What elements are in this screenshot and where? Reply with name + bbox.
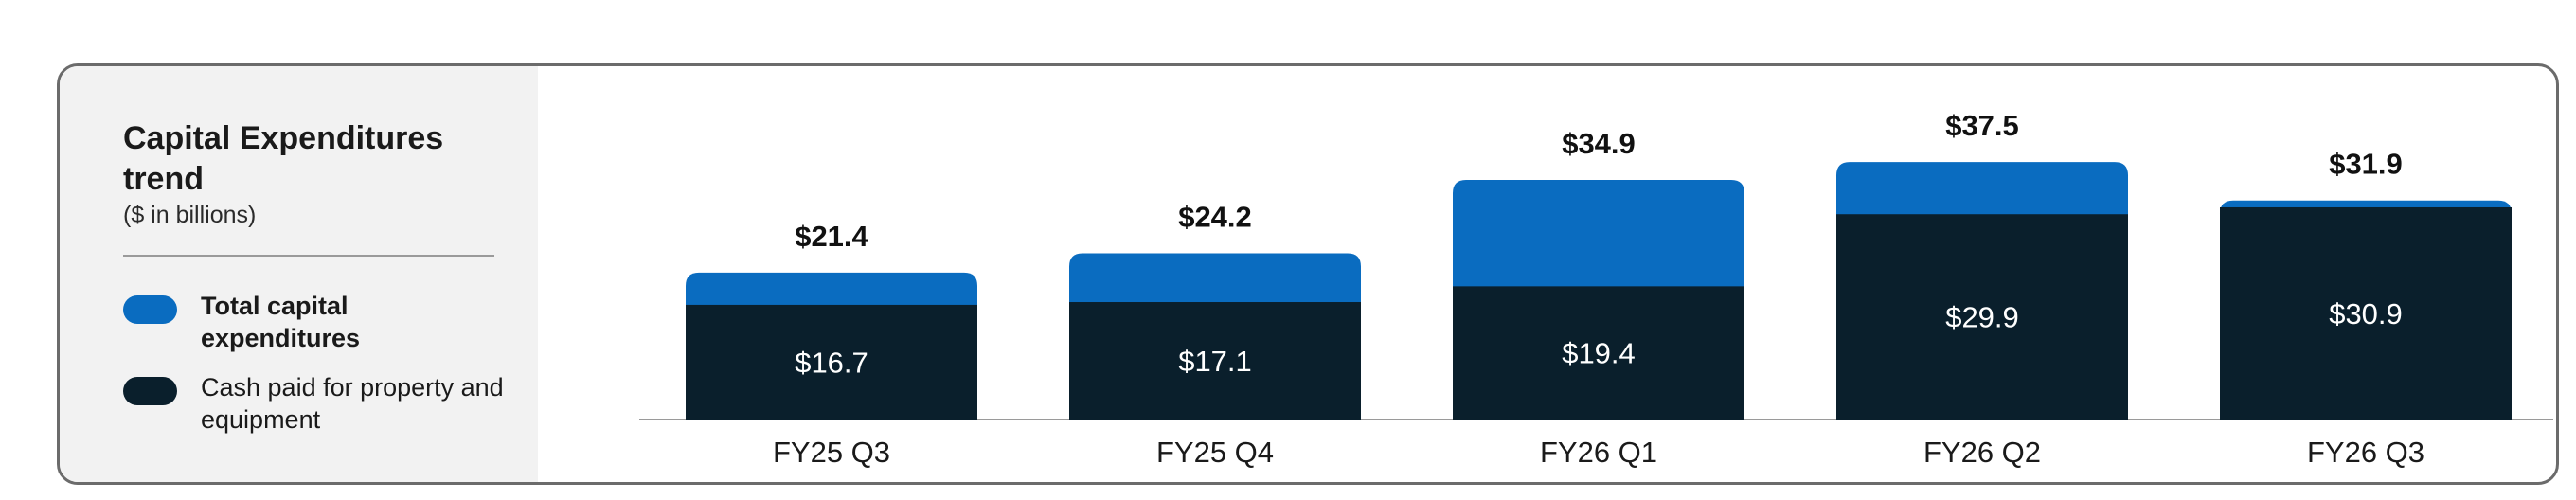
data-label-cash-paid-1: $17.1 xyxy=(1178,345,1252,378)
chart-title: Capital Expenditures trend xyxy=(123,120,444,197)
data-label-cash-paid-4: $30.9 xyxy=(2329,297,2403,330)
x-tick-label-4: FY26 Q3 xyxy=(2307,436,2424,469)
data-label-total-capex-0: $21.4 xyxy=(795,220,868,253)
legend-item-total-capex: Total capital expenditures xyxy=(123,290,521,356)
data-label-total-capex-2: $34.9 xyxy=(1562,127,1636,160)
bar-cash-paid-1 xyxy=(1069,302,1361,420)
legend-swatch-total-capex xyxy=(123,295,177,324)
legend-item-cash-paid: Cash paid for property and equipment xyxy=(123,371,521,438)
bar-cash-paid-3 xyxy=(1836,214,2128,420)
data-label-cash-paid-2: $19.4 xyxy=(1562,337,1636,370)
data-label-cash-paid-0: $16.7 xyxy=(795,346,868,379)
chart-legend-panel: Capital Expenditures trend ($ in billion… xyxy=(60,66,538,482)
data-label-cash-paid-3: $29.9 xyxy=(1945,301,2019,334)
bar-cash-paid-4 xyxy=(2220,206,2512,420)
capex-chart-card: Capital Expenditures trend ($ in billion… xyxy=(57,63,2559,485)
data-label-total-capex-3: $37.5 xyxy=(1945,109,2019,142)
chart-subtitle: ($ in billions) xyxy=(123,202,257,228)
legend-label-total-capex: Total capital expenditures xyxy=(201,292,361,352)
capex-bar-chart: $21.4 $16.7 FY25 Q3 $24.2 $17.1 FY25 Q4 $34.9 $… xyxy=(639,109,2553,469)
data-label-total-capex-4: $31.9 xyxy=(2329,148,2403,181)
data-label-total-capex-1: $24.2 xyxy=(1178,201,1252,234)
x-tick-label-3: FY26 Q2 xyxy=(1923,436,2041,469)
legend-swatch-cash-paid xyxy=(123,377,177,405)
x-tick-label-2: FY26 Q1 xyxy=(1540,436,1657,469)
bar-cash-paid-2 xyxy=(1453,286,1744,420)
legend-label-cash-paid: Cash paid for property and equipment xyxy=(201,373,504,434)
x-tick-label-0: FY25 Q3 xyxy=(773,436,890,469)
legend-divider xyxy=(123,255,494,257)
x-tick-label-1: FY25 Q4 xyxy=(1156,436,1274,469)
bar-cash-paid-0 xyxy=(686,304,977,420)
